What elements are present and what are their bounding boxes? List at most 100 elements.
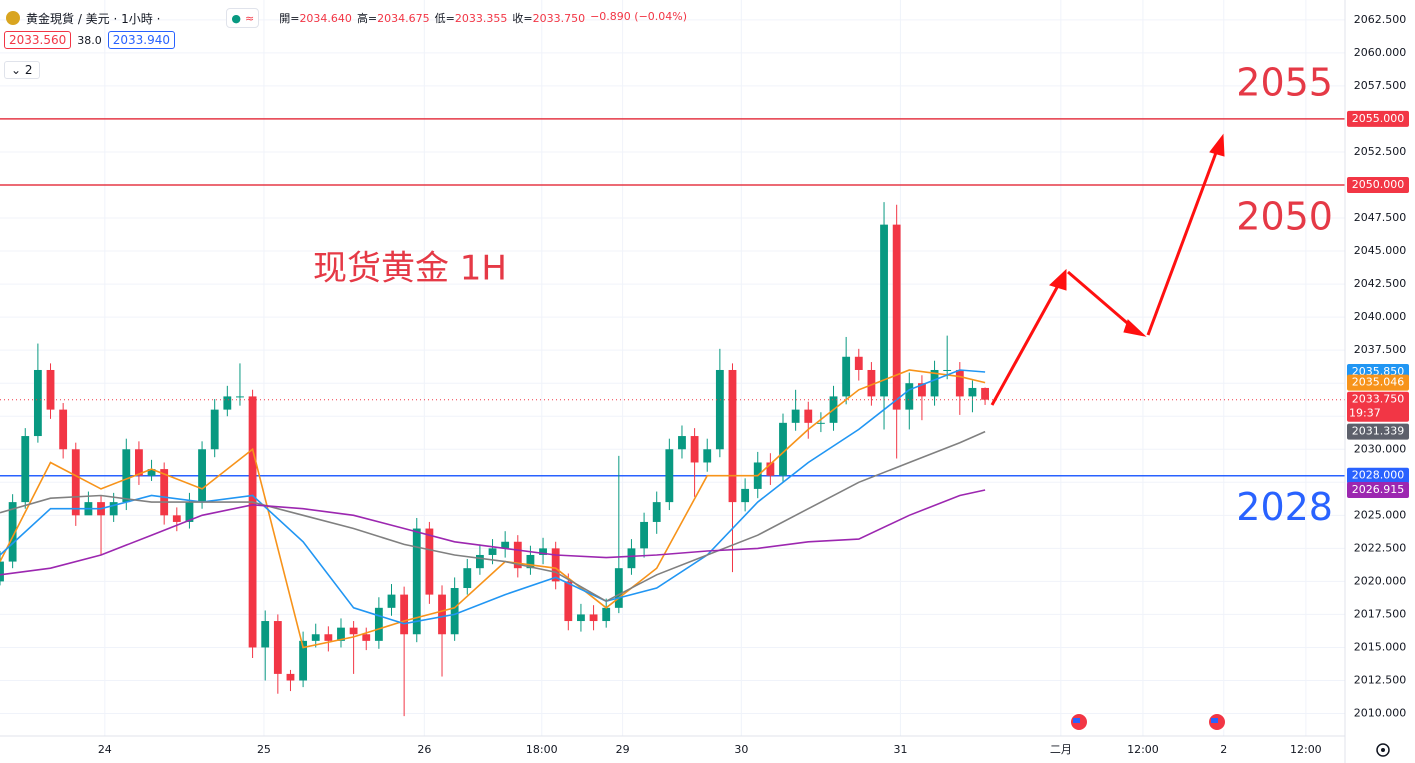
candle-body	[715, 369, 724, 450]
price-tag	[1347, 374, 1409, 391]
y-tick-label: 2040.000	[1354, 310, 1407, 323]
x-tick-label: 29	[616, 743, 630, 756]
candle-body	[488, 548, 497, 555]
status-badge[interactable]: ● ≈	[226, 8, 260, 28]
y-tick-label: 2057.500	[1354, 79, 1407, 92]
price-tags: 2055.0002050.0002035.8502035.04619:37203…	[1347, 110, 1409, 499]
arrowhead	[1209, 133, 1225, 157]
candle-body	[273, 621, 282, 674]
candle-body	[981, 387, 989, 400]
candle-body	[337, 627, 345, 641]
candle-body	[880, 224, 888, 397]
candle-body	[33, 369, 42, 437]
candle-body	[147, 469, 156, 476]
annotation: 现货黄金 1H	[313, 249, 507, 289]
change: −0.890 (−0.04%)	[590, 10, 688, 23]
x-tick-label: 24	[98, 743, 112, 756]
symbol-icon	[6, 11, 20, 25]
ohlc-item: 開=2034.640	[279, 10, 352, 26]
y-tick-label: 2010.000	[1354, 707, 1407, 720]
moving-average	[0, 369, 986, 625]
level-label: 2028	[1236, 485, 1333, 529]
candle-body	[577, 614, 585, 622]
candle-body	[463, 568, 472, 589]
symbol-title[interactable]: 黄金現貨 / 美元 · 1小時 ·	[26, 11, 161, 26]
y-tick-label: 2012.500	[1354, 674, 1407, 687]
candle-body	[349, 627, 358, 635]
candle-body	[779, 422, 787, 476]
candle-body	[198, 449, 206, 503]
x-tick-label: 31	[893, 743, 907, 756]
ohlc-label: 低=	[434, 12, 455, 25]
y-tick-label: 2017.500	[1354, 607, 1407, 620]
candle-body	[539, 548, 547, 555]
candle-body	[804, 409, 813, 423]
candle-body	[892, 224, 901, 410]
level-label: 2055	[1236, 60, 1333, 104]
candle-body	[122, 449, 131, 503]
settings-dot	[1381, 748, 1385, 752]
arrow	[1067, 270, 1134, 330]
candle-body	[109, 502, 118, 516]
x-tick-label: 18:00	[526, 743, 558, 756]
buy-button[interactable]: 2033.940	[107, 31, 176, 49]
settings-button[interactable]	[1376, 743, 1390, 757]
y-tick-label: 2020.000	[1354, 574, 1407, 587]
candle-body	[741, 488, 750, 503]
y-tick-label: 2047.500	[1354, 211, 1407, 224]
ohlc-value: 2034.640	[299, 12, 352, 25]
price-tag-label: 2035.046	[1352, 376, 1405, 389]
moving-average	[0, 489, 986, 576]
arrow	[1146, 149, 1219, 336]
ohlc-item: 低=2033.355	[435, 10, 508, 26]
candle-body	[21, 436, 30, 503]
flag-canton	[1211, 718, 1218, 723]
y-tick-label: 2052.500	[1354, 145, 1407, 158]
candle-body	[438, 594, 446, 635]
y-tick-label: 2022.500	[1354, 541, 1407, 554]
status-dot: ●	[231, 11, 241, 25]
candle-body	[299, 640, 308, 681]
grid	[0, 0, 1345, 736]
candle-body	[640, 521, 648, 549]
price-tag-sublabel: 19:37	[1349, 407, 1381, 420]
indicator-count: 2	[24, 63, 33, 77]
indicators-toggle[interactable]: ⌄ 2	[4, 61, 40, 79]
arrowhead	[1123, 319, 1147, 337]
y-tick-label: 2042.500	[1354, 277, 1407, 290]
price-tag	[1347, 176, 1409, 193]
x-tick-label: 12:00	[1290, 743, 1322, 756]
price-tag-label: 2028.000	[1352, 469, 1405, 482]
x-tick-label: 26	[417, 743, 431, 756]
candle-body	[690, 436, 699, 463]
candle-body	[362, 634, 371, 641]
trade-row: 2033.560 38.0 2033.940	[4, 31, 176, 49]
flag-canton	[1073, 718, 1080, 723]
plot: 2055 2050 2028	[0, 60, 1345, 717]
level-label: 2050	[1236, 194, 1333, 238]
y-tick-label: 2025.000	[1354, 508, 1407, 521]
sell-button[interactable]: 2033.560	[4, 31, 72, 49]
candle-body	[652, 502, 661, 522]
arrow	[990, 281, 1062, 406]
status-wave: ≈	[245, 11, 255, 25]
price-tag-label: 2033.750	[1352, 393, 1405, 406]
candle-body	[614, 568, 623, 608]
candle-body	[551, 548, 560, 582]
candle-body	[930, 369, 939, 397]
x-tick-label: 30	[734, 743, 748, 756]
price-tag-label: 2055.000	[1352, 112, 1405, 125]
y-tick-label: 2037.500	[1354, 343, 1407, 356]
candle-body	[943, 369, 952, 371]
ohlc-item: 高=2034.675	[357, 10, 430, 26]
price-tag-label: 2026.915	[1352, 483, 1405, 496]
candle-body	[564, 581, 573, 622]
candle-body	[842, 356, 851, 397]
ohlc: 開=2034.640 高=2034.675 低=2033.355 收=2033.750…	[279, 10, 687, 26]
ohlc-label: 收=	[512, 12, 533, 25]
candle-body	[526, 554, 535, 569]
arrowhead	[1049, 268, 1067, 291]
y-tick-label: 2030.000	[1354, 442, 1407, 455]
price-tag	[1347, 482, 1409, 499]
